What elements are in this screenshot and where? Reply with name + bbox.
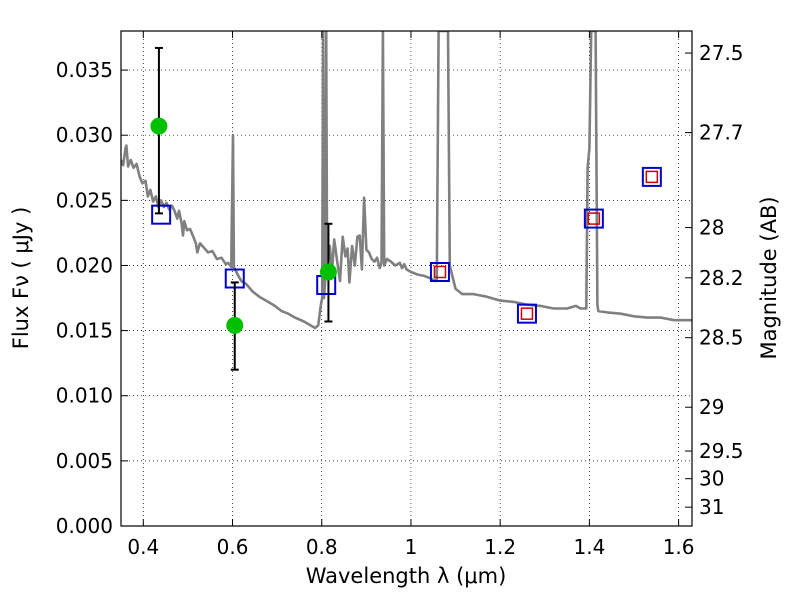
green-circle-marker [319,263,337,281]
mag-tick-label: 30 [699,467,724,491]
mag-tick-label: 27.7 [699,121,744,145]
mag-tick-label: 28 [699,216,724,240]
y-tick-label: 0.010 [56,384,113,408]
red-square-marker [520,307,534,320]
green-circle-marker [150,117,168,135]
mag-tick-label: 28.5 [699,326,744,350]
mag-tick-label: 29 [699,395,724,419]
y2-axis-label: Magnitude (AB) [757,196,781,359]
plot-frame [120,30,693,527]
blue-square-marker [151,204,172,225]
mag-tick-label: 28.2 [699,266,744,290]
model-spectrum-line [121,31,692,330]
mag-tick-label: 27.5 [699,41,744,65]
x-tick-label: 0.4 [127,535,159,559]
x-tick-label: 1.4 [573,535,605,559]
red-square-marker [587,212,601,225]
red-square-marker [433,265,447,279]
y-tick-label: 0.035 [56,58,113,82]
plot-background [121,31,692,526]
green-circle-marker [226,316,244,334]
x-tick-label: 1.6 [663,535,695,559]
red-square-marker [645,170,659,184]
blue-square-marker [583,208,604,229]
x-tick-label: 1.2 [484,535,516,559]
blue-square-marker [429,261,450,282]
y-tick-label: 0.025 [56,188,113,212]
blue-square-marker [516,303,537,324]
data-markers [150,46,662,371]
x-tick-label: 0.8 [306,535,338,559]
y-tick-label: 0.005 [56,449,113,473]
y-tick-label: 0.030 [56,123,113,147]
x-tick-label: 1 [405,535,418,559]
y-tick-label: 0.000 [56,514,113,538]
mag-tick-label: 31 [699,495,724,519]
mag-tick-label: 29.5 [699,439,744,463]
y-tick-label: 0.020 [56,253,113,277]
blue-square-marker [641,166,662,187]
x-axis-label: Wavelength λ (μm) [306,564,507,588]
y-axis-label: Flux Fν ( μJy ) [9,207,33,350]
y-tick-label: 0.015 [56,319,113,343]
plot-area [121,31,692,330]
x-tick-label: 0.6 [217,535,249,559]
grid-lines [121,31,692,527]
axis-ticks: 0.4 0.6 0.8 1 1.2 1.4 1.6 0.000 0.005 0.010 0.015 0… [56,31,744,559]
